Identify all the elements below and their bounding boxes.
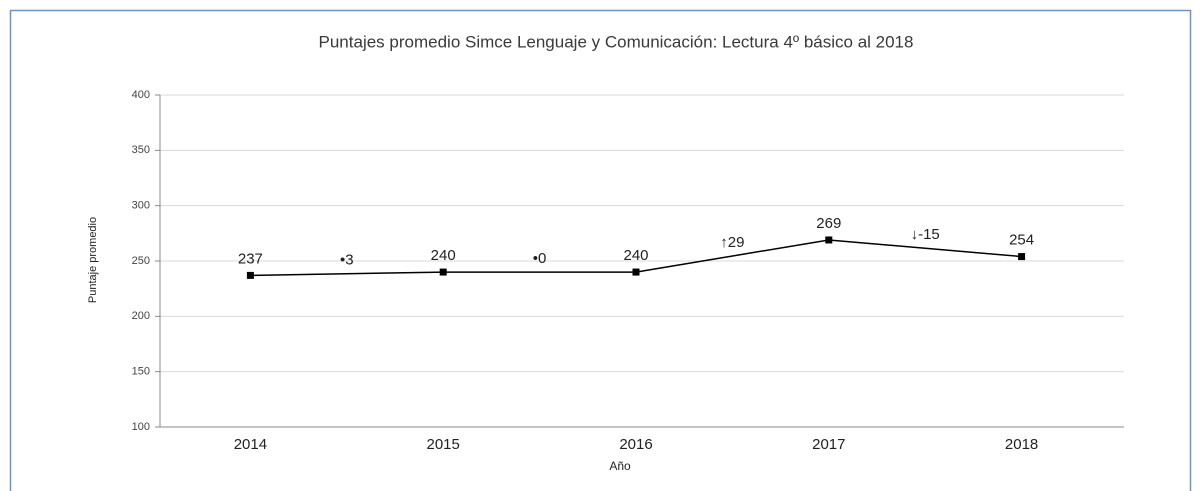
frame [9,9,1192,491]
x-tick-label: 2017 [812,436,845,453]
point [632,268,640,276]
x-tick-label: 2018 [1005,436,1038,453]
x-tick-label: 2016 [619,436,652,453]
x-tick-label: 2015 [427,436,460,453]
y-tick-label: 200 [132,310,150,322]
point [1018,253,1026,261]
point [439,268,447,276]
point [246,271,254,279]
x-axis-label: Año [609,459,631,473]
annotation: ↑29 [720,234,744,251]
data-label: 240 [623,247,648,264]
data-label: 237 [238,250,263,267]
annotation: •0 [533,250,547,267]
y-tick-label: 400 [132,89,150,101]
y-tick-label: 250 [132,255,150,267]
y-tick-label: 100 [132,421,150,433]
chart-title: Puntajes promedio Simce Lenguaje y Comun… [319,32,914,51]
y-tick-label: 300 [132,200,150,212]
annotation: •3 [340,252,354,269]
y-tick-label: 150 [132,366,150,378]
data-label: 240 [431,247,456,264]
data-label: 254 [1009,232,1034,249]
point [825,236,833,244]
data-label: 269 [816,215,841,232]
y-axis-label: Puntaje promedio [87,217,99,303]
x-tick-label: 2014 [234,436,267,453]
y-tick-label: 350 [132,144,150,156]
annotation: ↓-15 [911,226,940,243]
